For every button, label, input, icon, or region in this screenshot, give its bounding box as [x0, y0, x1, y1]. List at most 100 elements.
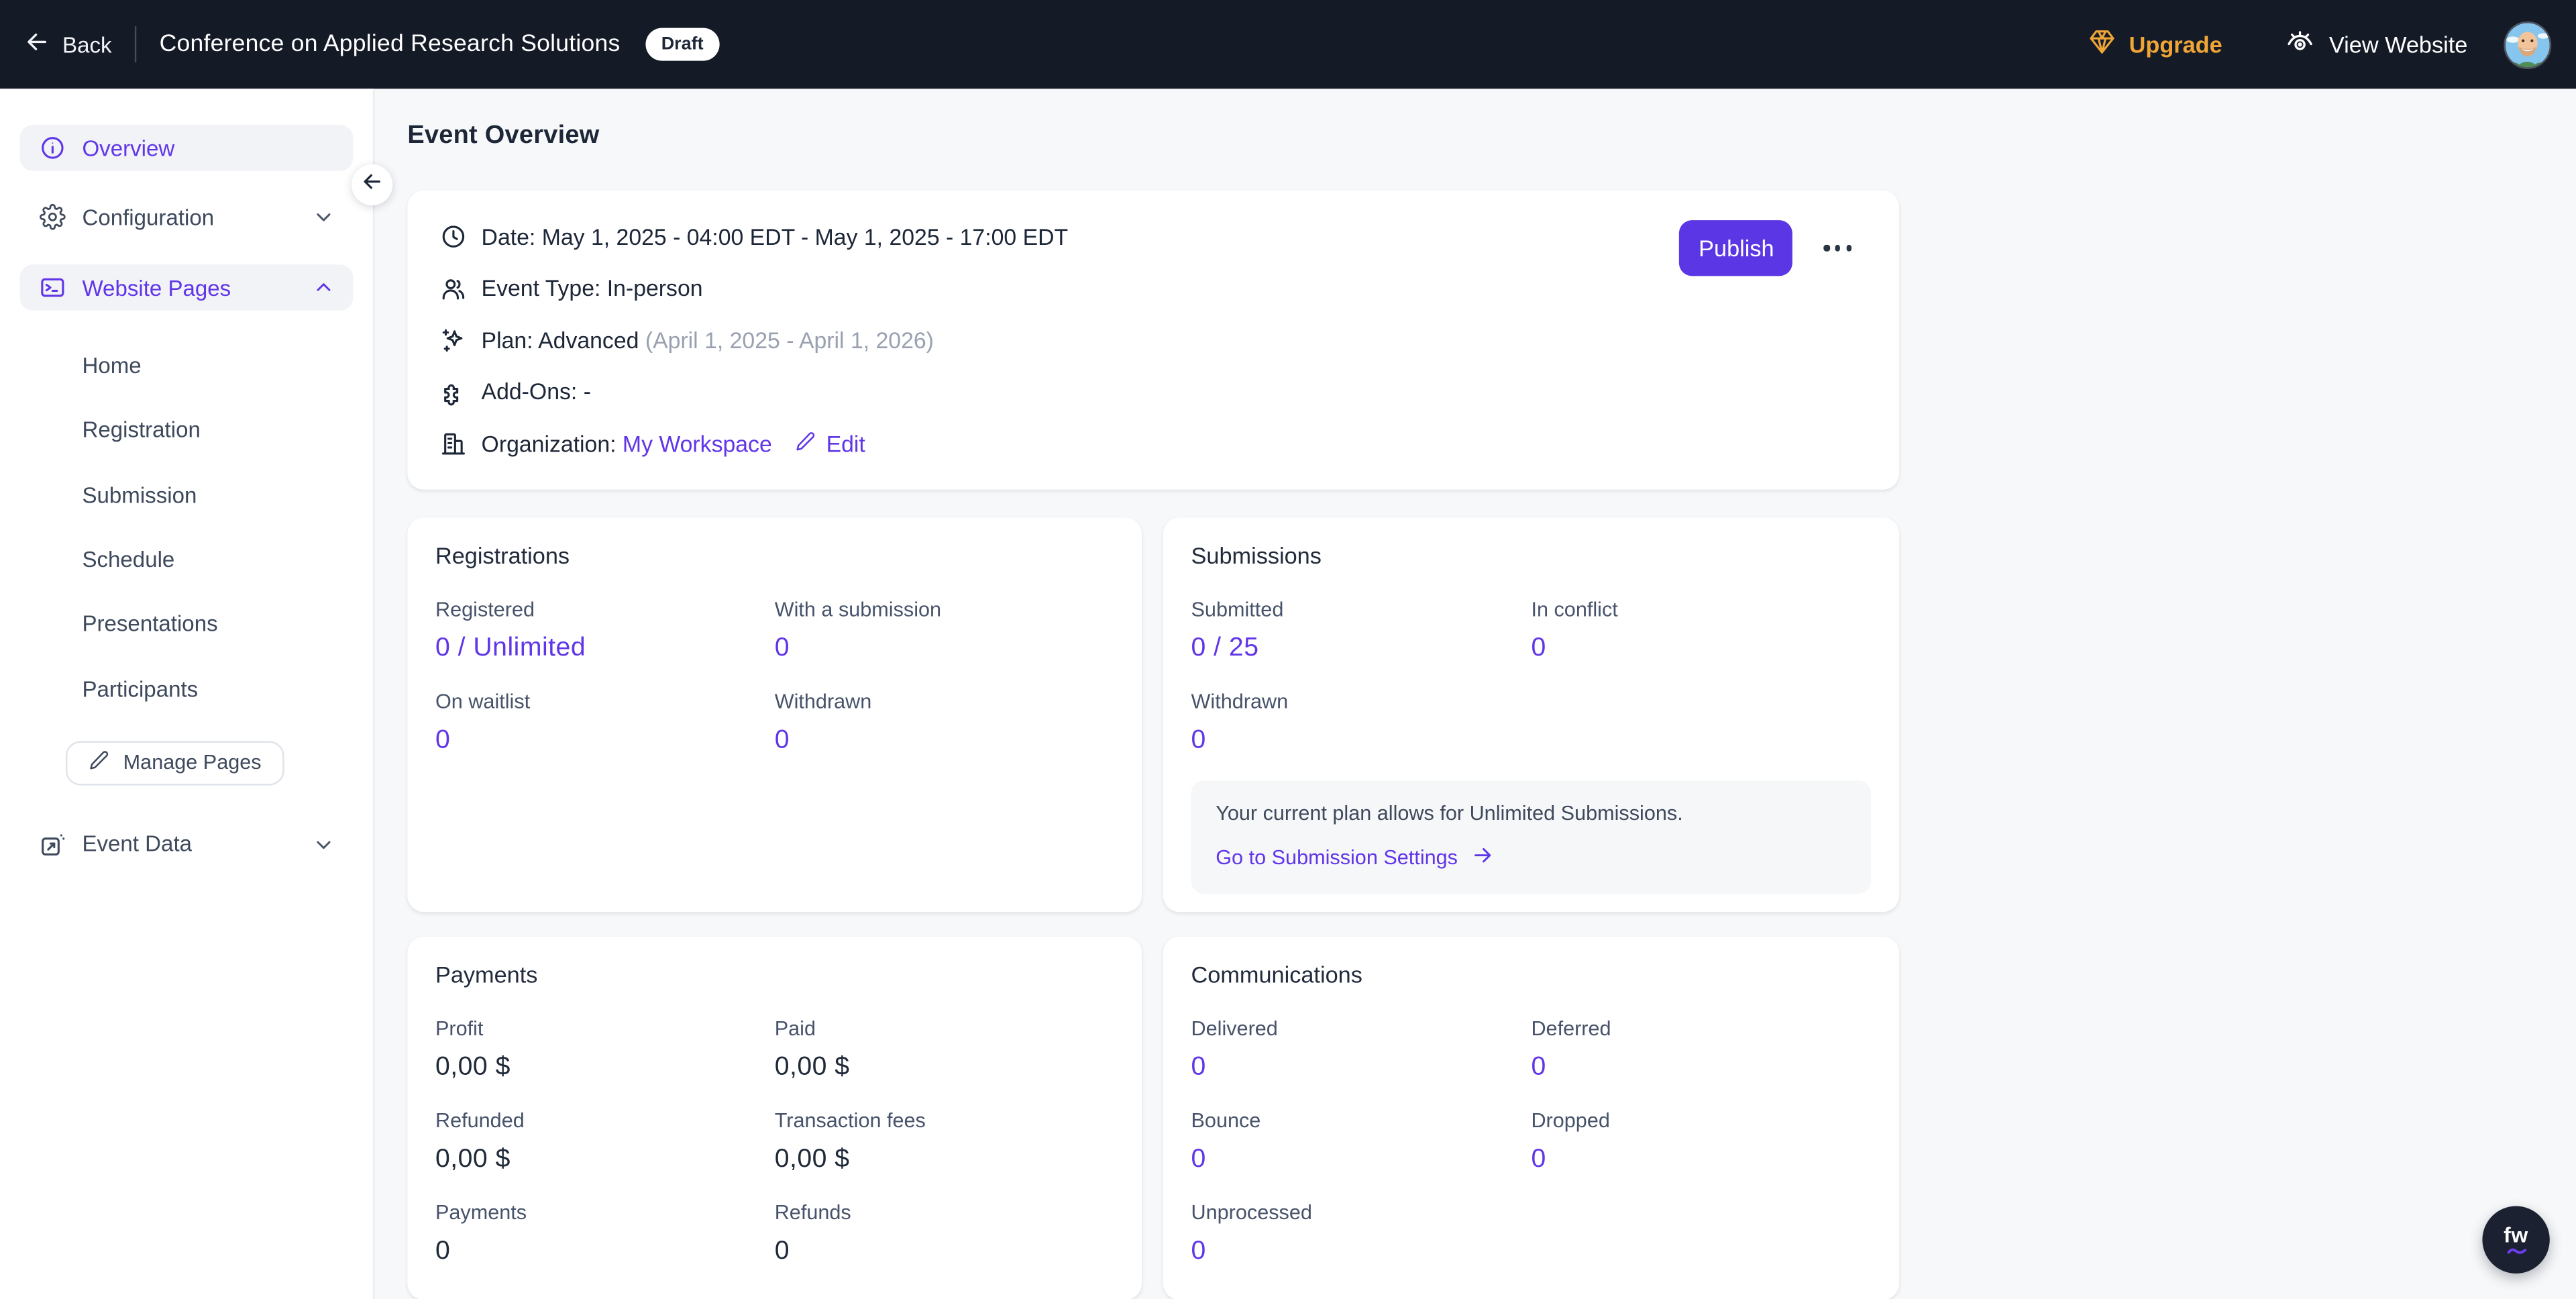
sub-item-label: Home: [82, 353, 142, 378]
data-export-icon: [40, 831, 66, 858]
upgrade-button[interactable]: Upgrade: [2088, 28, 2222, 61]
sidebar-item-overview[interactable]: Overview: [19, 125, 353, 171]
date-label: Date:: [481, 224, 536, 250]
edit-link[interactable]: Edit: [795, 431, 865, 457]
arrow-left-icon: [25, 30, 50, 59]
card-title: Communications: [1191, 960, 1362, 987]
communications-card: Communications Delivered 0 Deferred 0: [1163, 935, 1900, 1299]
edit-label: Edit: [826, 431, 865, 456]
sidebar-item-website-pages[interactable]: Website Pages: [19, 264, 353, 311]
stat-with-submission: With a submission 0: [774, 597, 942, 662]
squiggle-icon: [2506, 1249, 2526, 1255]
stat-unprocessed: Unprocessed 0: [1191, 1200, 1312, 1265]
sidebar-item-home[interactable]: Home: [0, 333, 372, 398]
addons-value: -: [583, 379, 591, 405]
submission-settings-link[interactable]: Go to Submission Settings: [1216, 844, 1494, 870]
stat-withdrawn: Withdrawn 0: [774, 689, 872, 754]
event-info-card: Date: May 1, 2025 - 04:00 EDT - May 1, 2…: [407, 191, 1900, 490]
stat-refunds-count: Refunds 0: [774, 1200, 851, 1265]
stat-registered: Registered 0 / Unlimited: [435, 597, 586, 662]
date-value: May 1, 2025 - 04:00 EDT - May 1, 2025 - …: [541, 224, 1069, 250]
stat-transaction-fees: Transaction fees 0,00 $: [774, 1108, 926, 1173]
stat-paid: Paid 0,00 $: [774, 1016, 850, 1081]
gem-icon: [2088, 28, 2116, 61]
info-icon: [40, 135, 66, 161]
sidebar-item-label: Website Pages: [82, 275, 231, 300]
topbar: Back Conference on Applied Research Solu…: [0, 0, 2576, 89]
fourwaves-logo-button[interactable]: fw: [2482, 1206, 2550, 1274]
people-icon: [440, 275, 466, 301]
stat-refunded: Refunded 0,00 $: [435, 1108, 525, 1173]
sidebar-item-label: Event Data: [82, 831, 193, 857]
sub-item-label: Presentations: [82, 611, 218, 637]
event-info-rows: Date: May 1, 2025 - 04:00 EDT - May 1, 2…: [440, 223, 1853, 457]
status-badge: Draft: [645, 28, 720, 61]
sidebar-item-event-data[interactable]: Event Data: [19, 821, 352, 868]
browser-window-icon: [40, 274, 66, 301]
view-website-button[interactable]: View Website: [2285, 27, 2468, 61]
back-button[interactable]: Back: [25, 30, 112, 59]
puzzle-icon: [440, 378, 466, 405]
sidebar-collapse-button[interactable]: [352, 164, 393, 206]
sidebar-item-configuration[interactable]: Configuration: [19, 194, 352, 240]
arrow-left-icon: [362, 170, 383, 199]
link-label: Go to Submission Settings: [1216, 845, 1458, 869]
sidebar-item-presentations[interactable]: Presentations: [0, 592, 372, 656]
eye-icon: [2285, 27, 2314, 61]
building-icon: [440, 431, 466, 457]
publish-button[interactable]: Publish: [1679, 220, 1793, 276]
avatar[interactable]: [2504, 20, 2552, 68]
clock-icon: [440, 223, 466, 250]
stat-bounce: Bounce 0: [1191, 1108, 1261, 1173]
more-options-button[interactable]: [1821, 239, 1855, 257]
date-row: Date: May 1, 2025 - 04:00 EDT - May 1, 2…: [440, 223, 1853, 250]
sub-item-label: Registration: [82, 418, 201, 443]
card-title: Payments: [435, 960, 538, 987]
view-website-label: View Website: [2328, 31, 2468, 58]
sidebar-item-label: Overview: [82, 136, 175, 160]
submissions-card: Submissions Submitted 0 / 25 In conflict…: [1163, 517, 1900, 911]
stat-withdrawn-submissions: Withdrawn 0: [1191, 689, 1289, 754]
topbar-actions: Upgrade View Website: [2088, 20, 2552, 68]
sidebar-item-submission[interactable]: Submission: [0, 463, 372, 527]
sidebar-item-registration[interactable]: Registration: [0, 398, 372, 462]
sub-item-label: Schedule: [82, 547, 175, 572]
plan-period: (April 1, 2025 - April 1, 2026): [645, 327, 934, 353]
plan-note-text: Your current plan allows for Unlimited S…: [1216, 800, 1683, 825]
pencil-icon: [795, 431, 816, 457]
organization-link[interactable]: My Workspace: [622, 432, 772, 457]
event-type-value: In-person: [606, 276, 703, 301]
manage-pages-button[interactable]: Manage Pages: [65, 740, 284, 786]
plan-label: Plan:: [481, 327, 533, 353]
payments-card: Payments Profit 0,00 $ Paid 0,00 $: [407, 935, 1142, 1299]
stat-deferred: Deferred 0: [1531, 1016, 1611, 1081]
plan-row: Plan: Advanced (April 1, 2025 - April 1,…: [440, 327, 1853, 353]
plan-value: Advanced: [538, 327, 639, 353]
organization-row: Organization: My Workspace Edit: [440, 431, 1853, 457]
stats-row-1: Registrations Registered 0 / Unlimited W…: [407, 517, 1900, 911]
sub-item-label: Participants: [82, 676, 199, 701]
website-pages-sublist: Home Registration Submission Schedule Pr…: [0, 333, 372, 721]
addons-label: Add-Ons:: [481, 379, 578, 405]
stat-delivered: Delivered 0: [1191, 1016, 1278, 1081]
fourwaves-logo-text: fw: [2504, 1222, 2529, 1247]
addons-row: Add-Ons: -: [440, 378, 1853, 405]
event-title: Conference on Applied Research Solutions: [159, 31, 621, 58]
stat-profit: Profit 0,00 $: [435, 1016, 511, 1081]
topbar-divider: [134, 26, 137, 63]
sidebar-item-label: Configuration: [82, 204, 215, 229]
stats-row-2: Payments Profit 0,00 $ Paid 0,00 $: [407, 935, 1900, 1299]
sidebar-item-participants[interactable]: Participants: [0, 656, 372, 721]
chevron-down-icon: [313, 207, 333, 227]
organization-label: Organization:: [481, 432, 616, 457]
upgrade-label: Upgrade: [2129, 31, 2222, 58]
stat-payments-count: Payments 0: [435, 1200, 527, 1265]
arrow-right-icon: [1472, 844, 1494, 870]
event-type-row: Event Type: In-person: [440, 275, 1853, 301]
stat-on-waitlist: On waitlist 0: [435, 689, 531, 754]
stat-in-conflict: In conflict 0: [1531, 597, 1618, 662]
back-label: Back: [62, 32, 112, 57]
chevron-up-icon: [313, 278, 333, 297]
gear-icon: [40, 204, 66, 230]
sidebar-item-schedule[interactable]: Schedule: [0, 527, 372, 592]
